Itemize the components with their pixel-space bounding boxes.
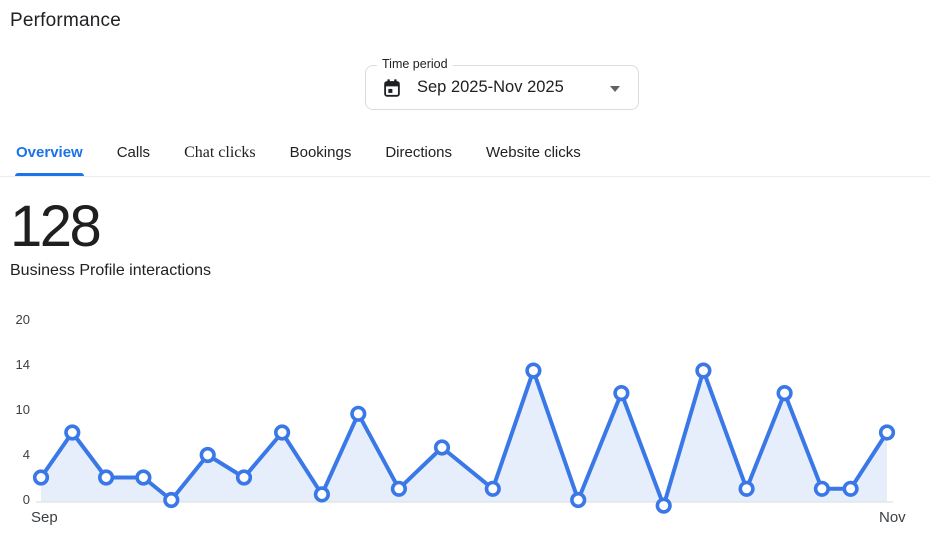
tab-chat-clicks[interactable]: Chat clicks <box>184 144 256 161</box>
y-tick-label: 0 <box>22 492 30 507</box>
y-tick-label: 20 <box>15 312 30 327</box>
x-axis-label-end: Nov <box>879 509 906 526</box>
tab-overview[interactable]: Overview <box>13 144 86 176</box>
tab-calls[interactable]: Calls <box>116 144 151 161</box>
y-tick-label: 14 <box>15 357 30 372</box>
data-point[interactable] <box>570 491 587 509</box>
data-point[interactable] <box>64 424 81 441</box>
tab-bookings[interactable]: Bookings <box>289 144 352 161</box>
data-point[interactable] <box>738 480 755 497</box>
data-point[interactable] <box>32 469 50 486</box>
x-axis-label-start: Sep <box>31 509 58 526</box>
data-point[interactable] <box>813 480 831 497</box>
data-point[interactable] <box>433 439 451 456</box>
data-point[interactable] <box>135 469 152 486</box>
data-point[interactable] <box>390 480 408 497</box>
data-point[interactable] <box>776 385 793 402</box>
tab-directions[interactable]: Directions <box>385 144 453 161</box>
area-fill <box>41 370 887 506</box>
tab-bar: Overview Calls Chat clicks Bookings Directio… <box>13 144 584 176</box>
data-point[interactable] <box>655 497 672 514</box>
y-tick-label: 10 <box>15 402 30 417</box>
data-point[interactable] <box>163 491 180 509</box>
y-tick-label: 4 <box>22 447 30 462</box>
time-period-value: Sep 2025-Nov 2025 <box>417 78 564 96</box>
data-point[interactable] <box>274 424 291 441</box>
data-point[interactable] <box>842 480 859 497</box>
data-point[interactable] <box>878 424 896 441</box>
tab-bar-divider <box>0 176 930 177</box>
time-period-label: Time period <box>377 57 453 71</box>
data-point[interactable] <box>235 469 253 486</box>
time-period-field[interactable]: Time period Sep 2025-Nov 2025 <box>365 57 639 110</box>
page-title: Performance <box>10 10 121 31</box>
data-point[interactable] <box>199 446 216 464</box>
data-point[interactable] <box>695 362 712 379</box>
interactions-chart: 0 4 10 14 20 Sep Nov <box>0 295 930 540</box>
calendar-icon <box>381 77 403 99</box>
tab-website-clicks[interactable]: Website clicks <box>486 144 581 161</box>
chart-plot <box>32 362 896 514</box>
data-point[interactable] <box>484 480 501 497</box>
data-point[interactable] <box>313 486 331 503</box>
data-point[interactable] <box>613 385 630 402</box>
metric-label: Business Profile interactions <box>10 262 211 279</box>
metric-value: 128 <box>10 194 102 259</box>
data-point[interactable] <box>97 469 115 486</box>
active-tab-indicator <box>15 173 84 176</box>
data-point[interactable] <box>525 362 542 379</box>
data-point[interactable] <box>350 405 367 422</box>
chevron-down-icon <box>610 85 620 92</box>
